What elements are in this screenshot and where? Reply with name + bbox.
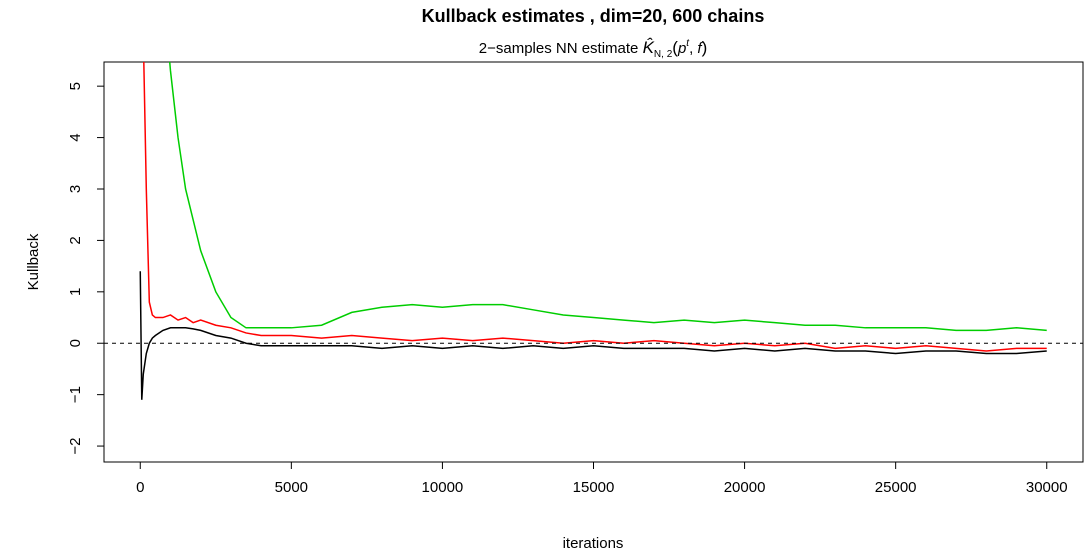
x-tick-label: 5000 — [275, 479, 308, 496]
plot-area — [104, 62, 1083, 400]
y-tick-label: 2 — [67, 236, 84, 244]
y-tick-label: 5 — [67, 82, 84, 90]
subtitle-part: ( — [672, 38, 678, 57]
subtitle-part: 2−samples NN estimate — [479, 40, 643, 57]
chart-title: Kullback estimates , dim=20, 600 chains — [422, 6, 765, 26]
subtitle-part: t — [686, 38, 690, 49]
y-tick-label: 0 — [67, 339, 84, 347]
y-tick-label: −1 — [67, 386, 84, 403]
x-tick-label: 20000 — [724, 479, 766, 496]
x-tick-label: 25000 — [875, 479, 917, 496]
subtitle-part: N, 2 — [654, 49, 673, 60]
x-axis-label: iterations — [563, 535, 624, 552]
subtitle-part: f — [697, 40, 703, 57]
x-tick-label: 0 — [136, 479, 144, 496]
series-line — [168, 62, 1047, 332]
x-tick-label: 10000 — [422, 479, 464, 496]
chart-subtitle: 2−samples NN estimate K̂N, 2(pt, f) — [479, 37, 708, 60]
subtitle-part: K̂ — [643, 37, 655, 57]
subtitle-part: ) — [702, 38, 708, 57]
plot-frame — [103, 61, 1084, 463]
x-tick-label: 30000 — [1026, 479, 1068, 496]
y-tick-label: 1 — [67, 288, 84, 296]
y-axis-label: Kullback — [25, 233, 42, 290]
subtitle-part: p — [677, 40, 686, 57]
x-tick-label: 15000 — [573, 479, 615, 496]
series-line — [139, 271, 1047, 400]
series-line — [143, 62, 1047, 352]
y-tick-label: −2 — [67, 438, 84, 455]
subtitle-part: , — [689, 40, 697, 57]
y-tick-label: 4 — [67, 133, 84, 141]
y-tick-label: 3 — [67, 185, 84, 193]
